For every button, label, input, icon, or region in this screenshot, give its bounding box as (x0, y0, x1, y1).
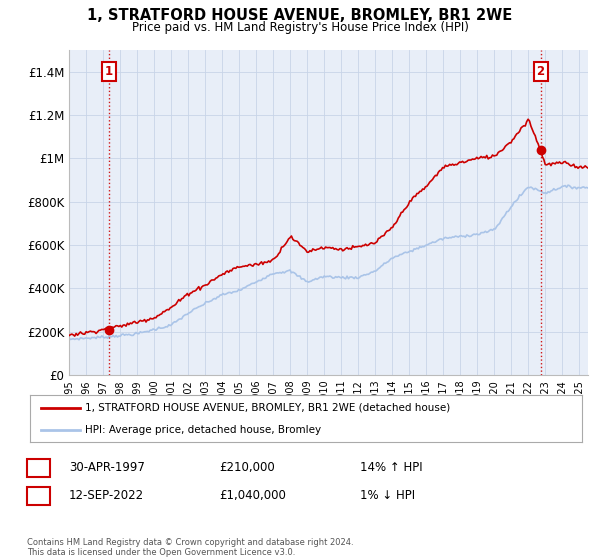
Text: 1, STRATFORD HOUSE AVENUE, BROMLEY, BR1 2WE: 1, STRATFORD HOUSE AVENUE, BROMLEY, BR1 … (88, 8, 512, 24)
Text: Price paid vs. HM Land Registry's House Price Index (HPI): Price paid vs. HM Land Registry's House … (131, 21, 469, 34)
Text: Contains HM Land Registry data © Crown copyright and database right 2024.
This d: Contains HM Land Registry data © Crown c… (27, 538, 353, 557)
Text: 1% ↓ HPI: 1% ↓ HPI (360, 489, 415, 502)
Text: 1: 1 (34, 461, 43, 474)
Text: 12-SEP-2022: 12-SEP-2022 (69, 489, 144, 502)
Text: 14% ↑ HPI: 14% ↑ HPI (360, 461, 422, 474)
Text: 1: 1 (104, 64, 113, 78)
Text: 2: 2 (34, 489, 43, 502)
Text: 1, STRATFORD HOUSE AVENUE, BROMLEY, BR1 2WE (detached house): 1, STRATFORD HOUSE AVENUE, BROMLEY, BR1 … (85, 403, 451, 413)
Text: 2: 2 (536, 64, 545, 78)
Text: 30-APR-1997: 30-APR-1997 (69, 461, 145, 474)
Text: £210,000: £210,000 (219, 461, 275, 474)
Text: HPI: Average price, detached house, Bromley: HPI: Average price, detached house, Brom… (85, 424, 322, 435)
Text: £1,040,000: £1,040,000 (219, 489, 286, 502)
